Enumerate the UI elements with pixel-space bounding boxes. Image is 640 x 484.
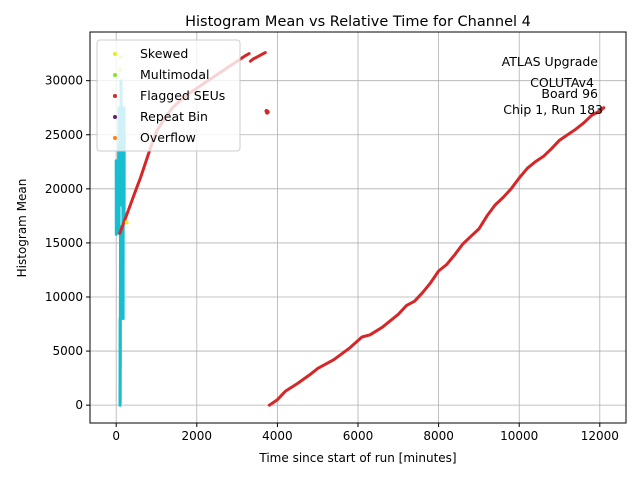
legend-marker xyxy=(113,73,117,77)
legend: Skewed Multimodal Flagged SEUs Repeat Bin Ov… xyxy=(97,40,240,151)
series-trace xyxy=(120,227,121,406)
y-tick-label: 0 xyxy=(75,398,83,412)
highlight-point xyxy=(125,220,129,224)
legend-label: Skewed xyxy=(140,46,188,61)
x-axis-label: Time since start of run [minutes] xyxy=(258,451,456,465)
x-tick-label: 10000 xyxy=(500,429,538,443)
y-tick-label: 10000 xyxy=(45,290,83,304)
y-tick-label: 30000 xyxy=(45,74,83,88)
chart-title: Histogram Mean vs Relative Time for Chan… xyxy=(185,14,531,30)
y-tick-label: 15000 xyxy=(45,236,83,250)
annotation-line-3: Board 96 xyxy=(541,86,598,101)
legend-label: Overflow xyxy=(140,130,196,145)
x-tick-label: 4000 xyxy=(262,429,293,443)
annotation-line-1: ATLAS Upgrade xyxy=(502,54,599,69)
legend-label: Repeat Bin xyxy=(140,109,208,124)
y-tick-label: 20000 xyxy=(45,182,83,196)
data-point xyxy=(266,110,270,114)
x-tick-label: 8000 xyxy=(423,429,454,443)
y-axis-label: Histogram Mean xyxy=(15,179,29,278)
y-tick-label: 5000 xyxy=(52,344,83,358)
annotation-line-4: Chip 1, Run 183 xyxy=(503,102,603,117)
y-tick-label: 25000 xyxy=(45,128,83,142)
legend-marker xyxy=(113,136,117,140)
x-tick-label: 2000 xyxy=(182,429,213,443)
legend-label: Flagged SEUs xyxy=(140,88,225,103)
legend-label: Multimodal xyxy=(140,67,209,82)
legend-marker xyxy=(113,115,117,119)
legend-marker xyxy=(113,52,117,56)
legend-marker xyxy=(113,94,117,98)
x-tick-label: 6000 xyxy=(343,429,374,443)
x-tick-label: 0 xyxy=(112,429,120,443)
x-tick-label: 12000 xyxy=(581,429,619,443)
